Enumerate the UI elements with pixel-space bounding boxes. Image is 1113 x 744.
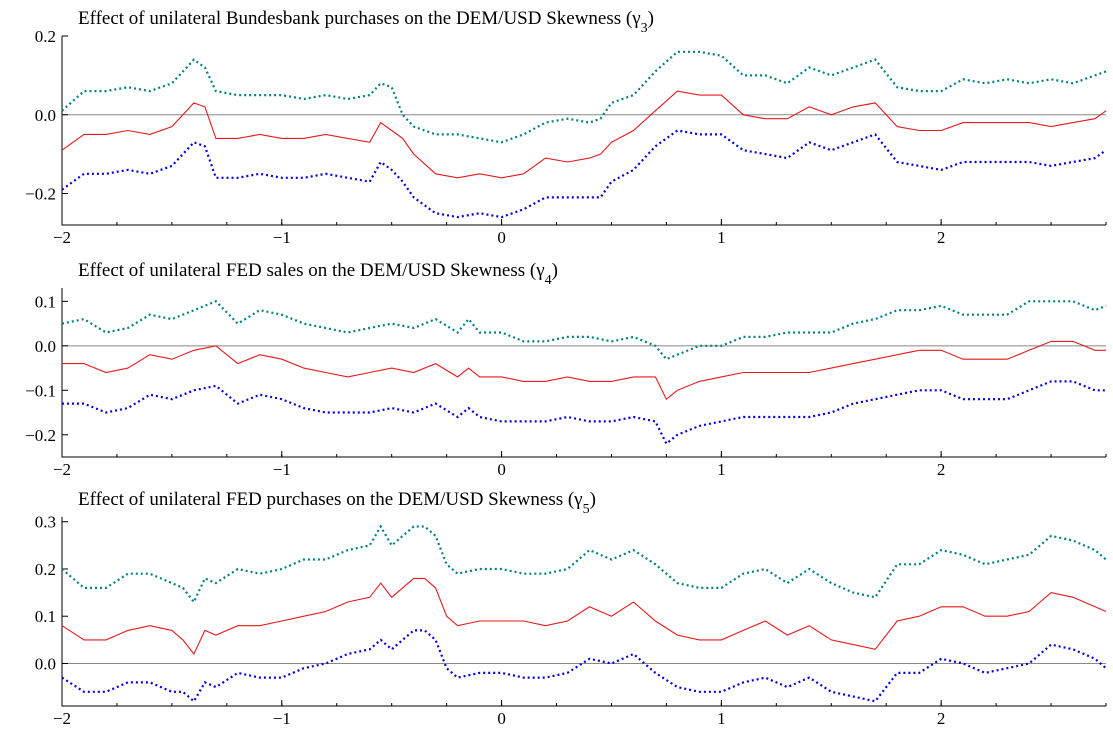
panel-2-point-estimate-line <box>62 340 1106 401</box>
panel-3-x-tick-label: 2 <box>937 709 946 728</box>
panel-2-y-tick-label: 0.1 <box>35 292 56 311</box>
panel-1-y-tick-label: 0.2 <box>35 27 56 46</box>
panel-3-axes <box>61 517 1106 707</box>
panel-3-y-tick-label: 0.1 <box>35 607 56 626</box>
panel-1-x-tick-label: 2 <box>937 228 946 247</box>
panel-3-x-tick-label: 1 <box>717 709 726 728</box>
panel-2-x-tick-label: 2 <box>937 460 946 479</box>
panel-2-y-tick-label: −0.2 <box>25 426 56 445</box>
panel-1-axes <box>61 36 1106 226</box>
panel-1-y-tick-label: −0.2 <box>25 185 56 204</box>
panel-2-x-tick-label: −2 <box>53 460 71 479</box>
panel-1-title: Effect of unilateral Bundesbank purchase… <box>78 8 654 36</box>
panel-3-y-tick-label: 0.3 <box>35 513 56 532</box>
panel-3-lower-band-line <box>61 629 1107 703</box>
panel-1-x-tick-label: −2 <box>53 228 71 247</box>
panel-2-x-tick-label: 1 <box>717 460 726 479</box>
panel-1-upper-band-line <box>61 50 1107 144</box>
panel-3-upper-band-line <box>61 524 1107 605</box>
panel-1-lower-band-line <box>61 129 1107 219</box>
panel-3-x-tick-label: −1 <box>273 709 291 728</box>
panel-2-x-tick-label: −1 <box>273 460 291 479</box>
panel-2-x-tick-label: 0 <box>497 460 506 479</box>
panel-3-point-estimate-line <box>61 577 1107 656</box>
panel-1-x-tick-label: −1 <box>273 228 291 247</box>
panel-3-y-tick-label: 0.2 <box>35 560 56 579</box>
panel-1-x-tick-label: 0 <box>497 228 506 247</box>
panel-3-y-tick-label: 0.0 <box>35 654 56 673</box>
panel-3-title: Effect of unilateral FED purchases on th… <box>78 489 596 517</box>
panel-3-x-tick-label: −2 <box>53 709 71 728</box>
panel-2-axes <box>61 288 1106 458</box>
panel-1-point-estimate-line <box>61 90 1107 179</box>
panel-2-y-tick-label: −0.1 <box>25 381 56 400</box>
panel-2-upper-band-line <box>61 300 1107 361</box>
panel-1-y-tick-label: 0.0 <box>35 106 56 125</box>
panel-3-x-tick-label: 0 <box>497 709 506 728</box>
panel-2-title: Effect of unilateral FED sales on the DE… <box>78 260 558 288</box>
panel-2-lower-band-line <box>62 380 1106 446</box>
panel-2-y-tick-label: 0.0 <box>35 337 56 356</box>
panel-1-x-tick-label: 1 <box>717 228 726 247</box>
